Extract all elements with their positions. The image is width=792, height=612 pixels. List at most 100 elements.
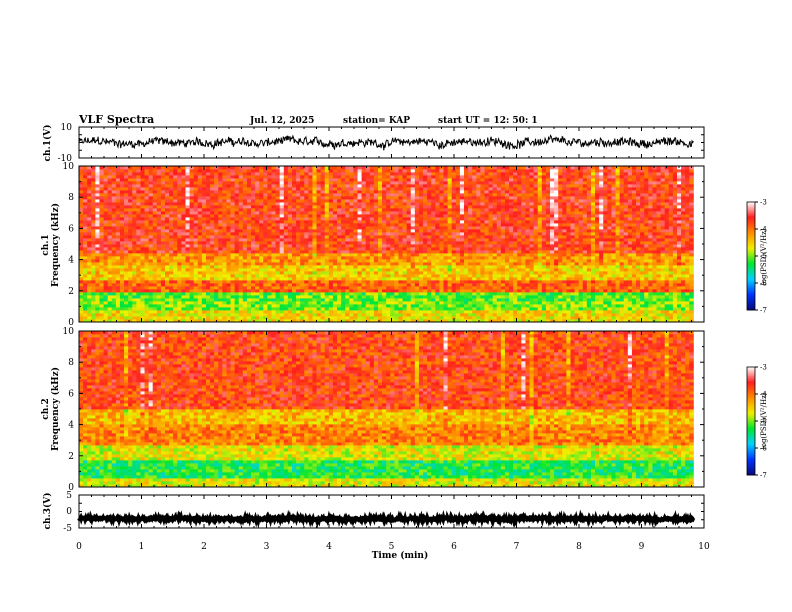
ch1-spectrogram-cell (79, 247, 84, 251)
ch1-spectrogram-cell (304, 286, 309, 290)
ch1-spectrogram-cell (119, 229, 125, 233)
ch1-spectrogram-cell (148, 172, 154, 176)
ch1-spectrogram-cell (390, 274, 395, 278)
ch1-spectrogram-cell (246, 199, 252, 203)
ch1-spectrogram-cell (99, 313, 104, 317)
ch1-spectrogram-cell (410, 310, 416, 314)
ch1-spectrogram-cell (242, 187, 248, 191)
ch1-spectrogram-cell (177, 283, 182, 287)
ch1-spectrogram-cell (226, 283, 231, 287)
ch1-spectrogram-cell (95, 238, 100, 242)
ch1-spectrogram-cell (193, 229, 199, 233)
ch1-spectrogram-cell (246, 295, 252, 299)
ch1-spectrogram-cell (193, 196, 199, 200)
ch1-spectrogram-cell (79, 238, 84, 242)
ch1-spectrogram-cell (418, 301, 424, 305)
ch1-spectrogram-cell (390, 235, 395, 239)
ch1-spectrogram-cell (251, 271, 256, 275)
ch1-spectrogram-cell (353, 238, 358, 242)
ch1-spectrogram-cell (332, 295, 338, 299)
ch1-spectrogram-cell (177, 247, 182, 251)
ch1-spectrogram-cell (312, 217, 317, 221)
ch1-spectrogram-cell (148, 271, 154, 275)
ch1-spectrogram-cell (402, 211, 408, 215)
ch1-spectrogram-cell (255, 268, 260, 272)
ch1-spectrogram-cell (279, 178, 285, 182)
ch1-spectrogram-cell (451, 172, 457, 176)
ch1-spectrogram-cell (99, 187, 104, 191)
ch1-spectrogram-cell (140, 187, 145, 191)
ch1-spectrogram-cell (275, 229, 281, 233)
ch1-spectrogram-cell (214, 187, 219, 191)
ch1-spectrogram-cell (459, 295, 465, 299)
ch1-spectrogram-cell (238, 319, 244, 323)
ch1-spectrogram-cell (386, 229, 391, 233)
ch1-spectrogram-cell (394, 232, 399, 236)
ch1-spectrogram-cell (222, 241, 227, 245)
ch1-spectrogram-cell (95, 196, 100, 200)
ch1-spectrogram-cell (238, 166, 244, 170)
ch1-spectrogram-cell (427, 292, 432, 296)
ch1-spectrogram-cell (287, 238, 293, 242)
ch1-spectrogram-cell (312, 316, 317, 320)
ch1-spectrogram-cell (79, 241, 84, 245)
ch1-spectrogram-cell (210, 304, 215, 308)
ch1-spectrogram-cell (300, 229, 305, 233)
ch1-spectrogram-cell (205, 229, 211, 233)
ch1-spectrogram-cell (443, 283, 449, 287)
ch1-spectrogram-cell (418, 307, 424, 311)
ch1-spectrogram-cell (115, 181, 121, 185)
ch1-spectrogram-cell (296, 235, 301, 239)
ch1-spectrogram-cell (406, 310, 412, 314)
ch1-spectrogram-cell (144, 169, 150, 173)
ch1-spectrogram-cell (136, 256, 141, 260)
ch1-spectrogram-cell (275, 256, 281, 260)
ch1-spectrogram-cell (91, 271, 96, 275)
ch1-spectrogram-cell (83, 184, 88, 188)
ch1-spectrogram-cell (210, 301, 215, 305)
ch1-spectrogram-cell (160, 268, 166, 272)
ch1-spectrogram-cell (414, 178, 420, 182)
ch1-spectrogram-cell (308, 289, 313, 293)
ch1-spectrogram-cell (201, 253, 207, 257)
ch1-spectrogram-cell (357, 226, 363, 230)
ch1-spectrogram-cell (341, 319, 346, 323)
ch1-spectrogram-cell (173, 214, 178, 218)
ch1-spectrogram-cell (439, 220, 444, 224)
ch1-spectrogram-cell (238, 190, 244, 194)
ch1-spectrogram-cell (349, 211, 354, 215)
ch1-spectrogram-cell (320, 190, 326, 194)
ch1-spectrogram-cell (455, 193, 461, 197)
ch1-spectrogram-cell (382, 316, 387, 320)
ch1-spectrogram-cell (148, 253, 154, 257)
ch1-spectrogram-cell (111, 253, 117, 257)
ch1-spectrogram-cell (160, 244, 166, 248)
ch1-spectrogram-cell (316, 205, 322, 209)
ch1-spectrogram-cell (165, 241, 170, 245)
ch1-spectrogram-cell (316, 181, 322, 185)
ch1-spectrogram-cell (275, 166, 281, 170)
ch1-spectrogram-cell (361, 232, 367, 236)
ch1-spectrogram-cell (238, 193, 244, 197)
ch1-spectrogram-cell (324, 310, 330, 314)
ch1-spectrogram-cell (398, 274, 403, 278)
ch1-spectrogram-cell (357, 169, 363, 173)
ch1-spectrogram-cell (205, 178, 211, 182)
ch1-spectrogram-cell (308, 217, 313, 221)
ch1-spectrogram-cell (427, 205, 432, 209)
ch1-spectrogram-cell (238, 283, 244, 287)
ch1-spectrogram-cell (218, 166, 223, 170)
ch1-spectrogram-cell (337, 262, 342, 266)
ch1-spectrogram-cell (345, 238, 350, 242)
ch1-spectrogram-cell (238, 247, 244, 251)
ch1-spectrogram-cell (443, 277, 449, 281)
ch1-spectrogram-cell (332, 271, 338, 275)
ch1-spectrogram-cell (435, 247, 440, 251)
ch1-spectrogram-cell (402, 220, 408, 224)
ch1-spectrogram-cell (107, 286, 113, 290)
ch1-spectrogram-cell (304, 208, 309, 212)
ch1-spectrogram-cell (361, 172, 367, 176)
ch1-spectrogram-cell (246, 259, 252, 263)
ch1-spectrogram-cell (332, 190, 338, 194)
ch1-spectrogram-cell (349, 298, 354, 302)
